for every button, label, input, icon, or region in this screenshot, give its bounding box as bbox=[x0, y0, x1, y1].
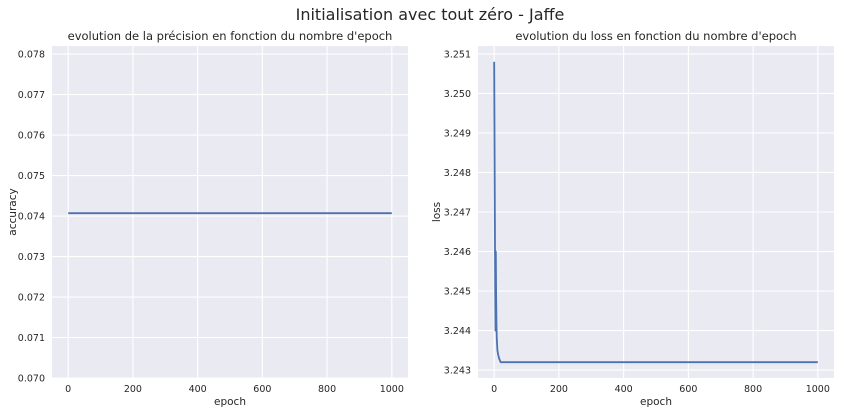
accuracy-x-tick-label: 200 bbox=[124, 384, 142, 395]
loss-y-tick-label: 3.244 bbox=[444, 326, 471, 337]
accuracy-y-tick-label: 0.070 bbox=[18, 374, 45, 385]
loss-y-tick-label: 3.250 bbox=[444, 89, 471, 100]
accuracy-y-tick-label: 0.077 bbox=[18, 90, 45, 101]
loss-x-tick-label: 1000 bbox=[806, 384, 830, 395]
loss-y-tick-label: 3.251 bbox=[444, 49, 471, 60]
accuracy-x-tick-label: 0 bbox=[65, 384, 71, 395]
accuracy-plot-area bbox=[52, 46, 408, 378]
loss-y-tick-label: 3.248 bbox=[444, 168, 471, 179]
loss-chart-title: evolution du loss en fonction du nombre … bbox=[515, 29, 796, 43]
accuracy-y-axis-label: accuracy bbox=[7, 188, 19, 235]
accuracy-y-tick-label: 0.071 bbox=[18, 333, 45, 344]
loss-chart: 0 200 400 600 800 1000 3.2433.2443.2453.2463.… bbox=[431, 29, 834, 408]
loss-y-tick-label: 3.249 bbox=[444, 128, 471, 139]
loss-x-ticks: 0 200 400 600 800 1000 bbox=[491, 384, 830, 395]
loss-x-tick-label: 800 bbox=[744, 384, 762, 395]
accuracy-y-tick-label: 0.075 bbox=[18, 171, 45, 182]
loss-y-tick-label: 3.243 bbox=[444, 366, 471, 377]
accuracy-y-tick-label: 0.076 bbox=[18, 131, 45, 142]
loss-x-tick-label: 0 bbox=[491, 384, 497, 395]
accuracy-y-tick-label: 0.074 bbox=[18, 212, 45, 223]
accuracy-x-tick-label: 600 bbox=[253, 384, 271, 395]
loss-y-axis-label: loss bbox=[431, 202, 443, 222]
loss-line bbox=[493, 61, 818, 364]
loss-x-tick-label: 400 bbox=[615, 384, 633, 395]
loss-y-tick-label: 3.247 bbox=[444, 208, 471, 219]
accuracy-chart-title: evolution de la précision en fonction du… bbox=[68, 29, 393, 43]
accuracy-x-ticks: 0 200 400 600 800 1000 bbox=[65, 384, 404, 395]
accuracy-x-tick-label: 1000 bbox=[380, 384, 404, 395]
figure-suptitle: Initialisation avec tout zéro - Jaffe bbox=[296, 5, 565, 24]
accuracy-chart: 0 200 400 600 800 1000 0.0700.0710.0720.0730.… bbox=[7, 29, 408, 408]
loss-grid bbox=[478, 46, 834, 378]
loss-y-tick-label: 3.245 bbox=[444, 287, 471, 298]
accuracy-x-tick-label: 800 bbox=[318, 384, 336, 395]
accuracy-x-axis-label: epoch bbox=[214, 396, 246, 408]
loss-x-tick-label: 600 bbox=[679, 384, 697, 395]
accuracy-y-tick-label: 0.078 bbox=[18, 50, 45, 61]
accuracy-grid bbox=[52, 46, 408, 379]
accuracy-y-tick-label: 0.073 bbox=[18, 252, 45, 263]
loss-series bbox=[493, 61, 818, 364]
accuracy-y-ticks: 0.070 0.071 0.072 0.073 0.074 0.075 0.076 0.077… bbox=[18, 50, 45, 385]
accuracy-x-tick-label: 400 bbox=[189, 384, 207, 395]
accuracy-y-tick-label: 0.072 bbox=[18, 293, 45, 304]
loss-y-tick-label: 3.246 bbox=[444, 247, 471, 258]
loss-x-tick-label: 200 bbox=[550, 384, 568, 395]
loss-x-axis-label: epoch bbox=[640, 396, 672, 408]
loss-y-ticks: 3.243 3.244 3.245 3.246 3.247 3.248 3.249 3.250… bbox=[444, 49, 471, 376]
